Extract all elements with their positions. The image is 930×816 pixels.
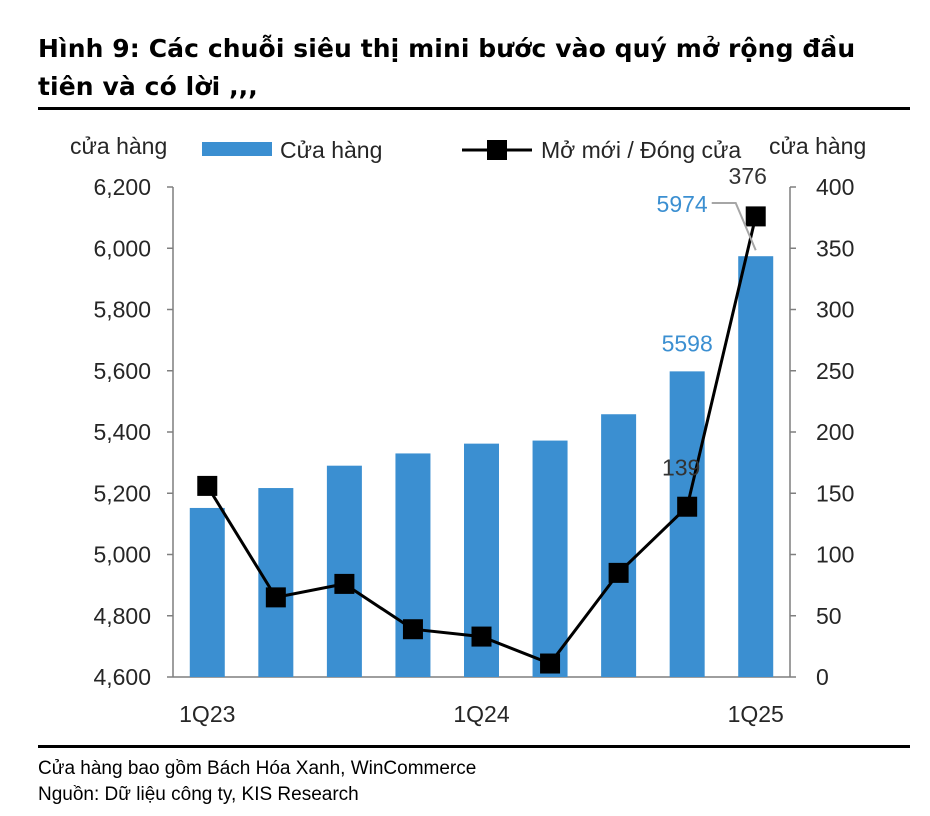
bar [669, 371, 705, 677]
label-leader-line [711, 202, 757, 251]
line-marker [265, 587, 286, 608]
bar [395, 453, 431, 677]
x-tick-label: 1Q23 [179, 701, 235, 727]
bar [738, 256, 774, 677]
line-marker [745, 206, 766, 227]
legend-label-bar: Cửa hàng [280, 137, 382, 163]
data-labels: 5598 5974 139 376 [657, 163, 767, 481]
right-tick-label: 400 [816, 174, 854, 200]
left-tick-label: 5,200 [93, 480, 151, 506]
bar [326, 465, 362, 677]
bar-series [189, 256, 774, 677]
footnotes: Cửa hàng bao gồm Bách Hóa Xanh, WinComme… [38, 756, 476, 808]
left-tick-label: 4,800 [93, 603, 151, 629]
note-source: Nguồn: Dữ liệu công ty, KIS Research [38, 784, 359, 805]
bar [189, 507, 225, 677]
legend-label-line: Mở mới / Đóng cửa [541, 137, 741, 163]
figure-title: Hình 9: Các chuỗi siêu thị mini bước vào… [38, 34, 856, 101]
right-tick-label: 350 [816, 235, 854, 261]
left-tick-label: 4,600 [93, 664, 151, 690]
x-tick-label: 1Q24 [453, 701, 509, 727]
line-marker [334, 573, 355, 594]
left-axis-unit: cửa hàng [70, 133, 167, 159]
line-series [197, 206, 766, 674]
left-tick-label: 5,800 [93, 297, 151, 323]
bar-data-label: 5974 [657, 191, 708, 217]
right-tick-label: 0 [816, 664, 829, 690]
note-stores: Cửa hàng bao gồm Bách Hóa Xanh, WinComme… [38, 758, 477, 779]
bar [601, 414, 637, 677]
line-data-label: 139 [662, 455, 700, 481]
legend: Cửa hàng Mở mới / Đóng cửa [202, 137, 741, 163]
line-marker [471, 626, 492, 647]
x-tick-label: 1Q25 [728, 701, 784, 727]
bottom-rule [38, 745, 910, 748]
bar [258, 488, 294, 677]
line-marker [677, 496, 698, 517]
line-data-label: 376 [729, 163, 767, 189]
chart: 4,600 4,800 5,000 5,200 5,400 5,600 5,800 6,000… [70, 133, 866, 727]
left-tick-label: 6,200 [93, 174, 151, 200]
left-tick-label: 6,000 [93, 235, 151, 261]
left-tick-label: 5,600 [93, 358, 151, 384]
line-marker [197, 475, 218, 496]
right-tick-label: 300 [816, 297, 854, 323]
bar-data-label: 5598 [662, 330, 713, 356]
left-tick-label: 5,400 [93, 419, 151, 445]
right-tick-label: 200 [816, 419, 854, 445]
right-tick-label: 100 [816, 542, 854, 568]
right-tick-label: 250 [816, 358, 854, 384]
chart-axes: 4,600 4,800 5,000 5,200 5,400 5,600 5,800 6,000… [70, 133, 866, 727]
right-axis-unit: cửa hàng [769, 133, 866, 159]
line-marker [540, 653, 561, 674]
line-marker [608, 562, 629, 583]
legend-swatch-bar [202, 142, 272, 156]
line-marker [402, 619, 423, 640]
top-rule [38, 107, 910, 110]
legend-swatch-marker [487, 140, 507, 160]
bar [532, 440, 568, 677]
right-tick-label: 150 [816, 480, 854, 506]
left-tick-label: 5,000 [93, 542, 151, 568]
right-tick-label: 50 [816, 603, 842, 629]
